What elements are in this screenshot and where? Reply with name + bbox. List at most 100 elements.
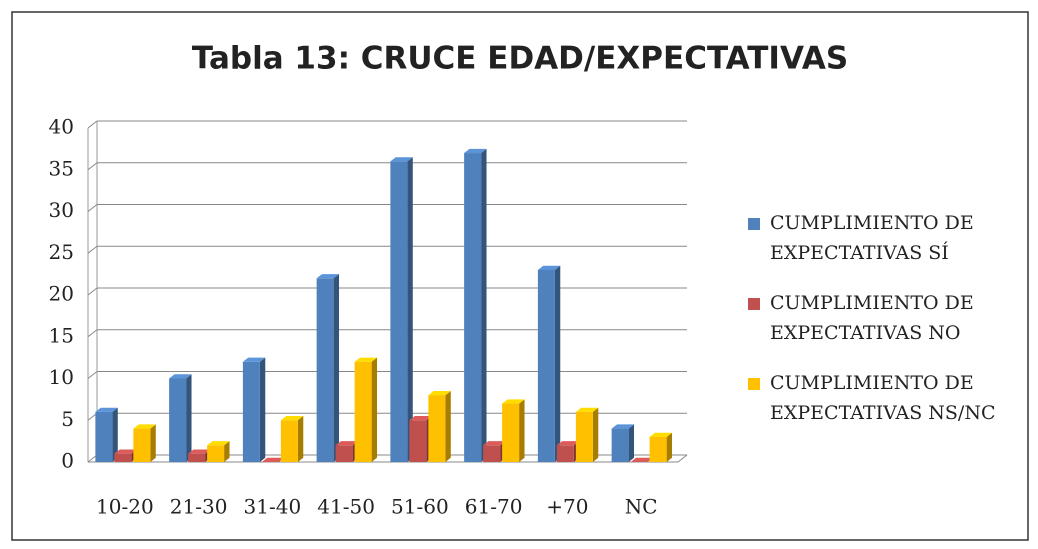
bar-side bbox=[224, 441, 230, 462]
y-tick-label: 10 bbox=[49, 365, 74, 389]
legend: CUMPLIMIENTO DE EXPECTATIVAS SÍ CUMPLIMIE… bbox=[748, 208, 1033, 448]
bar-top bbox=[335, 441, 359, 446]
bar bbox=[207, 445, 225, 462]
grid-line-side bbox=[87, 162, 98, 171]
legend-label: CUMPLIMIENTO DE EXPECTATIVAS SÍ bbox=[770, 212, 974, 264]
bar-top bbox=[537, 265, 561, 270]
bar bbox=[409, 420, 427, 462]
bar-top bbox=[611, 424, 635, 429]
bar bbox=[575, 411, 593, 462]
bar-side bbox=[150, 424, 156, 462]
bar-side bbox=[112, 407, 118, 462]
bar bbox=[95, 411, 113, 462]
x-tick-label: 31-40 bbox=[244, 495, 302, 519]
y-tick-label: 35 bbox=[49, 156, 74, 180]
bar bbox=[335, 445, 353, 462]
bar-top bbox=[188, 449, 211, 454]
legend-item: CUMPLIMIENTO DE EXPECTATIVAS NO bbox=[748, 288, 1033, 348]
grid-line-side bbox=[87, 287, 98, 296]
bar-top bbox=[280, 416, 304, 421]
chart-title: Tabla 13: CRUCE EDAD/EXPECTATIVAS bbox=[192, 41, 848, 77]
bar bbox=[316, 278, 334, 462]
y-tick-label: 25 bbox=[49, 240, 74, 264]
bar-top bbox=[575, 407, 599, 412]
legend-swatch bbox=[748, 298, 760, 310]
bar bbox=[556, 445, 574, 462]
bar bbox=[354, 361, 372, 462]
bar bbox=[611, 428, 629, 462]
bar-side bbox=[519, 399, 525, 462]
legend-swatch bbox=[748, 218, 760, 230]
y-tick-label: 5 bbox=[61, 407, 74, 431]
x-tick-label: 41-50 bbox=[317, 495, 375, 519]
bar-top bbox=[630, 457, 654, 462]
bar-top bbox=[261, 457, 285, 462]
bar bbox=[188, 453, 206, 462]
bar-top bbox=[316, 274, 340, 279]
bar-side bbox=[628, 424, 635, 462]
legend-label: CUMPLIMIENTO DE EXPECTATIVAS NO bbox=[770, 292, 974, 344]
y-tick-label: 15 bbox=[49, 323, 74, 347]
grid-line-side bbox=[87, 329, 98, 338]
x-tick-label: 51-60 bbox=[391, 495, 449, 519]
bar-top bbox=[409, 416, 432, 421]
bar-side bbox=[481, 148, 487, 462]
bar-top bbox=[464, 148, 487, 154]
bar-top bbox=[114, 449, 137, 454]
bar bbox=[133, 428, 151, 462]
bar-side bbox=[186, 374, 192, 462]
bar-top bbox=[556, 441, 580, 446]
grid-line-side bbox=[87, 204, 98, 212]
bar-side bbox=[407, 157, 413, 462]
bar bbox=[502, 403, 520, 462]
legend-label: CUMPLIMIENTO DE EXPECTATIVAS NS/NC bbox=[770, 372, 996, 424]
bar-top bbox=[502, 399, 525, 404]
x-tick-label: +70 bbox=[546, 495, 588, 519]
bar-side bbox=[445, 391, 451, 462]
bar-top bbox=[133, 424, 156, 429]
bar-top bbox=[390, 157, 413, 162]
grid-line-side bbox=[87, 371, 98, 379]
x-tick-label: 10-20 bbox=[96, 495, 154, 519]
bar-side bbox=[297, 416, 304, 462]
bar bbox=[428, 395, 446, 462]
frame bbox=[11, 11, 1029, 541]
bar-top bbox=[483, 441, 506, 446]
y-tick-label: 20 bbox=[49, 282, 74, 306]
y-tick-label: 40 bbox=[49, 115, 74, 139]
bar-side bbox=[554, 265, 561, 462]
bar-top bbox=[207, 441, 230, 446]
bar-top bbox=[242, 357, 266, 362]
legend-item: CUMPLIMIENTO DE EXPECTATIVAS NS/NC bbox=[748, 368, 1033, 428]
bar bbox=[280, 420, 298, 462]
bar bbox=[483, 445, 501, 462]
bar bbox=[242, 361, 260, 462]
legend-item: CUMPLIMIENTO DE EXPECTATIVAS SÍ bbox=[748, 208, 1033, 268]
bar-side bbox=[371, 357, 378, 462]
x-tick-label: NC bbox=[625, 495, 658, 519]
floor-right bbox=[677, 454, 688, 463]
x-tick-label: 61-70 bbox=[465, 495, 523, 519]
bar-side bbox=[592, 407, 599, 462]
bar-side bbox=[333, 274, 340, 462]
bar bbox=[649, 436, 667, 462]
bar-top bbox=[649, 432, 673, 437]
bar bbox=[390, 161, 408, 462]
bar-top bbox=[169, 374, 192, 379]
grid-line-side bbox=[87, 120, 98, 129]
bar-top bbox=[354, 357, 378, 362]
y-tick-label: 0 bbox=[61, 449, 74, 473]
bar-side bbox=[666, 432, 673, 462]
y-tick-label: 30 bbox=[49, 198, 74, 222]
bar bbox=[114, 453, 132, 462]
bar-side bbox=[259, 357, 266, 462]
bar-top bbox=[95, 407, 118, 412]
bar bbox=[464, 153, 482, 463]
bar bbox=[169, 378, 187, 462]
bar-top bbox=[428, 391, 451, 396]
x-tick-label: 21-30 bbox=[170, 495, 228, 519]
bar bbox=[537, 269, 555, 462]
legend-swatch bbox=[748, 378, 760, 390]
